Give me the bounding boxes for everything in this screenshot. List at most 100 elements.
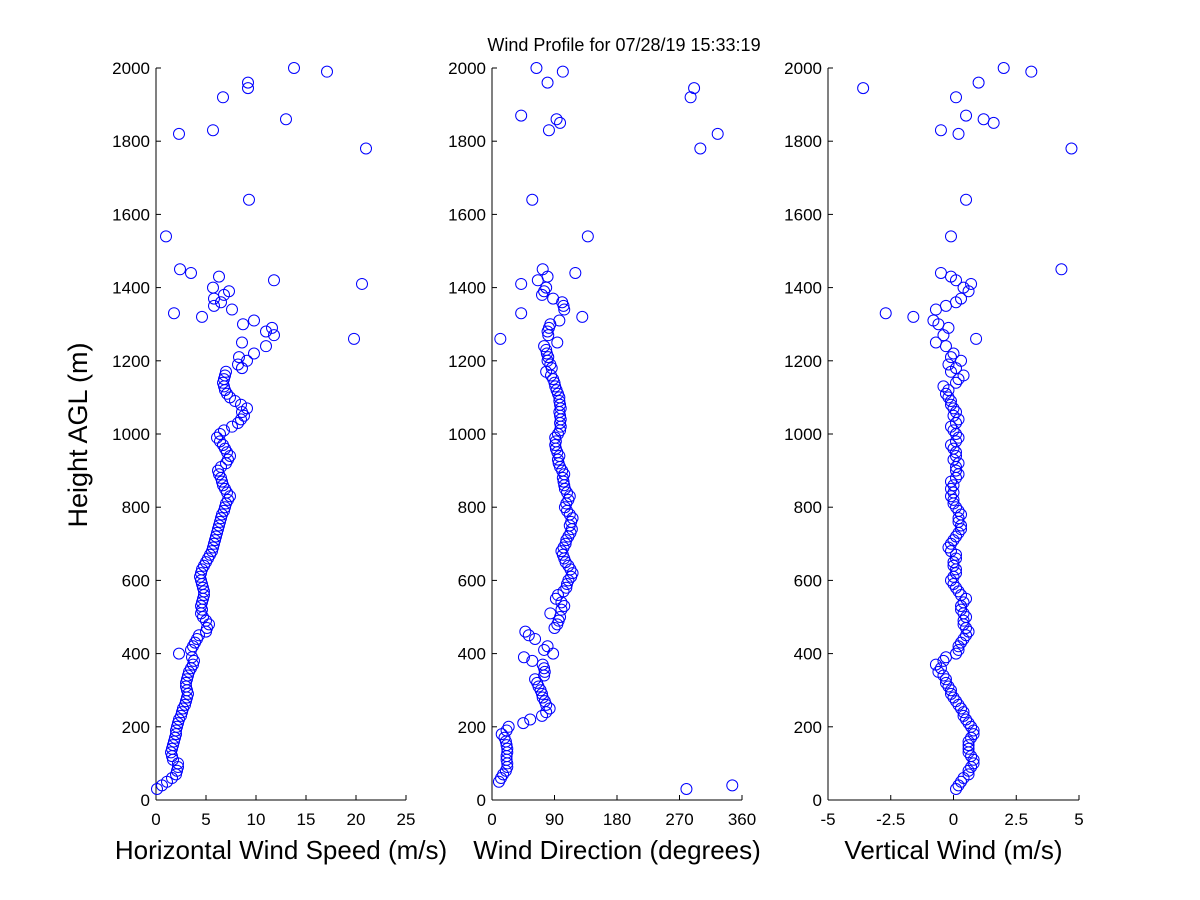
speed-data-point (321, 65, 333, 78)
vertical-data-point (939, 340, 952, 353)
vertical-data-point (937, 380, 950, 393)
direction-data-point (548, 621, 561, 634)
direction-data-point (540, 347, 553, 360)
direction-data-point (501, 742, 514, 755)
vertical-data-point (970, 332, 983, 345)
speed-data-point (200, 625, 212, 638)
vertical-data-point (952, 643, 965, 656)
speed-data-point (211, 526, 223, 539)
vertical-data-point (950, 647, 963, 660)
speed-data-point (195, 567, 207, 580)
speed-data-point (167, 739, 179, 752)
speed-data-point (226, 420, 238, 433)
speed-data-point (241, 354, 253, 367)
direction-data-point (576, 310, 589, 323)
direction-data-point (530, 62, 543, 74)
speed-data-point (216, 475, 228, 488)
vertical-data-point (957, 709, 970, 722)
vertical-data-point (962, 742, 975, 755)
direction-data-point (538, 665, 551, 678)
speed-data-point (260, 325, 272, 338)
direction-data-point (529, 632, 542, 645)
direction-data-point (538, 643, 551, 656)
speed-data-point (207, 124, 219, 137)
speed-data-point (208, 299, 220, 312)
vertical-data-point (950, 406, 963, 419)
vertical-data-point (947, 691, 960, 704)
vertical-data-point (955, 523, 968, 536)
direction-data-point (541, 76, 554, 89)
direction-data-point (542, 124, 555, 137)
direction-data-point (500, 739, 513, 752)
vertical-data-point (960, 611, 973, 623)
direction-data-point (517, 717, 530, 730)
vertical-data-point (947, 402, 960, 415)
speed-data-point (288, 62, 300, 74)
direction-data-point (538, 340, 551, 353)
vertical-data-point (944, 482, 957, 495)
speed-data-point (160, 230, 172, 243)
speed-data-point (195, 600, 207, 613)
vertical-data-point (857, 82, 870, 95)
speed-data-point (200, 614, 212, 627)
direction-data-point (553, 314, 566, 327)
speed-data-point (226, 303, 238, 316)
speed-y-tick-label: 400 (122, 645, 150, 664)
vertical-data-point (944, 545, 957, 558)
direction-data-point (694, 142, 707, 155)
vertical-data-point (929, 658, 942, 671)
vertical-data-point (962, 625, 975, 638)
vertical-data-point (939, 651, 952, 664)
speed-data-point (171, 720, 183, 733)
vertical-y-tick-label: 1000 (784, 425, 822, 444)
vertical-data-point (965, 750, 978, 763)
vertical-data-point (929, 336, 942, 349)
speed-data-point (215, 512, 227, 525)
direction-data-point (554, 116, 567, 129)
speed-data-point (172, 717, 184, 730)
vertical-data-point (957, 281, 970, 294)
vertical-y-tick-label: 400 (794, 645, 822, 664)
vertical-data-point (960, 629, 973, 642)
vertical-data-point (947, 578, 960, 591)
vertical-y-tick-label: 200 (794, 718, 822, 737)
vertical-y-tick-label: 2000 (784, 59, 822, 78)
speed-x-tick-label: 15 (297, 810, 316, 829)
vertical-data-point (942, 680, 955, 693)
speed-data-point (196, 578, 208, 591)
speed-x-tick-label: 5 (201, 810, 210, 829)
direction-data-point (536, 658, 549, 671)
speed-data-point (233, 351, 245, 364)
vertical-data-point (1065, 142, 1078, 155)
direction-y-tick-label: 1600 (448, 205, 486, 224)
vertical-data-point (952, 779, 965, 792)
vertical-data-point (965, 720, 978, 733)
vertical-x-axis-label: Vertical Wind (m/s) (844, 835, 1062, 865)
speed-data-point (242, 76, 254, 89)
vertical-x-tick-label: 5 (1074, 810, 1083, 829)
speed-data-point (196, 596, 208, 609)
vertical-data-point (950, 428, 963, 440)
speed-data-point (196, 310, 208, 323)
vertical-data-point (944, 574, 957, 587)
speed-data-point (168, 735, 180, 748)
speed-data-point (235, 398, 247, 411)
vertical-data-point (957, 614, 970, 627)
vertical-data-point (907, 310, 920, 323)
vertical-data-point (939, 673, 952, 686)
vertical-data-point (947, 570, 960, 583)
speed-data-point (203, 618, 215, 631)
direction-x-tick-label: 270 (665, 810, 693, 829)
speed-data-point (174, 263, 186, 276)
speed-data-point (197, 581, 209, 594)
vertical-data-point (960, 621, 973, 634)
direction-data-point (551, 336, 564, 349)
vertical-data-point (947, 479, 960, 492)
direction-y-tick-label: 1800 (448, 132, 486, 151)
speed-data-point (266, 321, 278, 334)
speed-data-point (223, 285, 235, 298)
direction-data-point (517, 651, 530, 664)
vertical-data-point (955, 292, 968, 305)
speed-data-point (173, 127, 185, 140)
speed-data-point (241, 402, 253, 415)
